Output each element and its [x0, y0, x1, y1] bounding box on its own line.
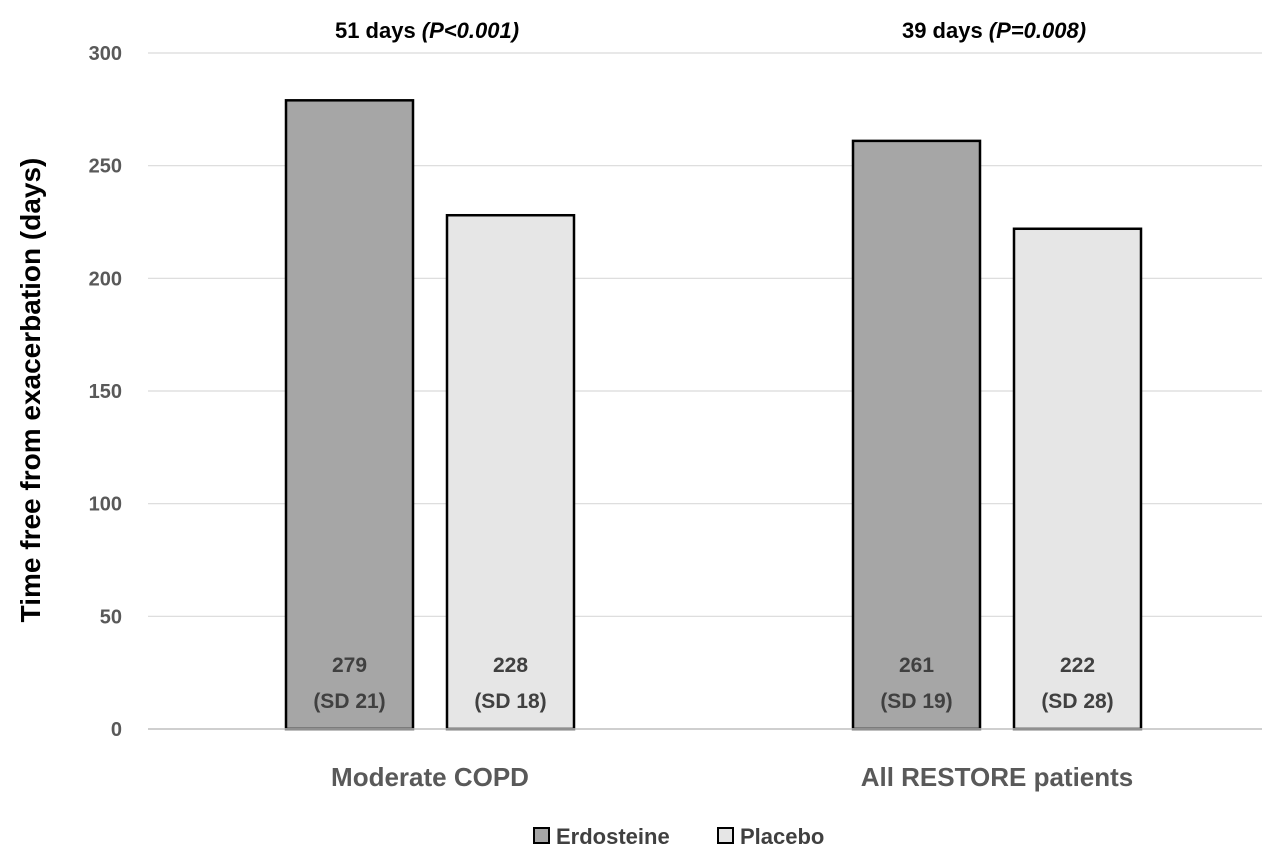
- y-axis-label: Time free from exacerbation (days): [15, 158, 46, 623]
- bar-erdosteine: [851, 139, 982, 731]
- y-tick-label: 200: [89, 268, 122, 290]
- y-tick-label: 150: [89, 381, 122, 403]
- y-axis-ticks: 0 50 100 150 200 250 300: [89, 43, 122, 741]
- bar-sd-label: (SD 19): [880, 690, 952, 713]
- bar-sd-label: (SD 18): [474, 690, 546, 713]
- difference-value: 51 days: [335, 18, 422, 43]
- bars: 279 (SD 21) 228 (SD 18) 261 (SD 19) 222 (SD 28): [284, 99, 1143, 731]
- bar-value-label: 279: [332, 654, 367, 677]
- annotations: 51 days (P<0.001) 39 days (P=0.008): [335, 18, 1086, 43]
- legend-label-erdosteine: Erdosteine: [556, 824, 670, 849]
- x-category-label: Moderate COPD: [331, 762, 529, 792]
- category-labels: Moderate COPD All RESTORE patients: [331, 762, 1133, 792]
- bar-sd-label: (SD 21): [313, 690, 385, 713]
- bar-value-label: 222: [1060, 654, 1095, 677]
- legend: Erdosteine Placebo: [533, 824, 824, 849]
- y-tick-label: 250: [89, 156, 122, 178]
- x-category-label: All RESTORE patients: [861, 762, 1134, 792]
- p-value: (P=0.008): [989, 18, 1086, 43]
- p-value: (P<0.001): [422, 18, 519, 43]
- bar-value-label: 261: [899, 654, 934, 677]
- legend-label-placebo: Placebo: [740, 824, 824, 849]
- bar-erdosteine: [284, 99, 415, 731]
- y-tick-label: 0: [111, 719, 122, 741]
- difference-annotation: 51 days (P<0.001): [335, 18, 519, 43]
- legend-swatch-erdosteine: [533, 827, 550, 844]
- bar-value-label: 228: [493, 654, 528, 677]
- difference-annotation: 39 days (P=0.008): [902, 18, 1086, 43]
- y-tick-label: 100: [89, 494, 122, 516]
- legend-swatch-placebo: [717, 827, 734, 844]
- y-tick-label: 50: [100, 606, 122, 628]
- y-tick-label: 300: [89, 43, 122, 65]
- bar-sd-label: (SD 28): [1041, 690, 1113, 713]
- bar-placebo: [445, 213, 576, 731]
- difference-value: 39 days: [902, 18, 989, 43]
